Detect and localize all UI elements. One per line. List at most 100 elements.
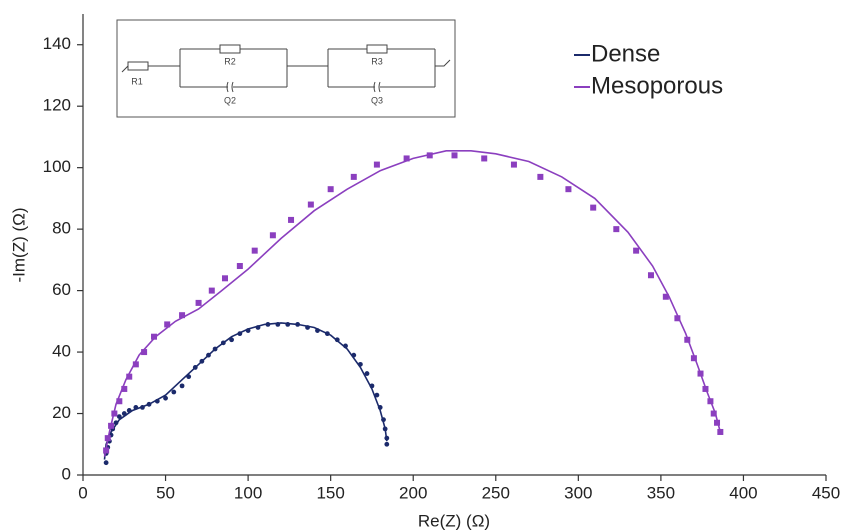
data-point	[186, 374, 192, 380]
data-point	[140, 404, 145, 410]
y-tick-label: 40	[52, 342, 71, 361]
data-point	[103, 460, 109, 466]
data-point	[707, 398, 714, 405]
inset-label: R2	[224, 56, 236, 66]
data-point	[697, 370, 704, 377]
data-point	[132, 361, 139, 368]
data-point	[684, 336, 691, 343]
data-point	[647, 272, 654, 279]
fit-line	[103, 150, 722, 457]
data-point	[451, 152, 458, 159]
inset-frame	[116, 19, 456, 118]
data-point	[221, 275, 228, 282]
cpe	[226, 81, 381, 93]
y-tick-label: 0	[62, 464, 71, 483]
data-point	[373, 161, 380, 168]
data-point	[206, 352, 211, 358]
data-point	[179, 312, 186, 319]
resistor	[127, 61, 149, 71]
data-point	[104, 435, 111, 442]
data-point	[126, 408, 132, 413]
data-point	[113, 420, 119, 426]
x-tick-label: 450	[812, 483, 840, 502]
data-point	[251, 247, 258, 254]
y-tick-label: 20	[52, 403, 71, 422]
x-tick-label: 100	[234, 483, 262, 502]
data-point	[126, 373, 133, 380]
x-tick-label: 400	[729, 483, 757, 502]
y-axis-label: -Im(Z) (Ω)	[9, 207, 28, 282]
data-point	[426, 152, 433, 159]
data-point	[590, 204, 597, 211]
data-point	[108, 422, 115, 429]
data-point	[364, 371, 370, 376]
data-point	[334, 337, 340, 343]
data-point	[133, 404, 139, 410]
data-point	[384, 441, 390, 447]
x-tick-label: 300	[564, 483, 592, 502]
x-tick-label: 150	[316, 483, 344, 502]
data-point	[285, 322, 291, 327]
inset-label: R1	[131, 76, 143, 86]
data-point	[220, 340, 226, 346]
y-tick-label: 100	[43, 157, 71, 176]
x-tick-label: 200	[399, 483, 427, 502]
data-point	[288, 216, 295, 223]
data-point	[510, 161, 517, 168]
data-point	[403, 155, 410, 162]
x-axis-label: Re(Z) (Ω)	[418, 511, 490, 530]
data-point	[116, 414, 122, 420]
circuit-wire	[121, 48, 451, 88]
data-point	[146, 401, 152, 407]
data-point	[710, 410, 717, 417]
data-point	[103, 447, 110, 454]
data-point	[369, 383, 375, 389]
data-point	[357, 361, 363, 367]
data-point	[208, 287, 215, 294]
data-point	[717, 428, 724, 435]
data-point	[141, 349, 148, 356]
legend-label: Mesoporous	[591, 72, 723, 99]
data-point	[237, 331, 243, 337]
data-point	[350, 173, 357, 180]
inset-label: R3	[371, 56, 383, 66]
data-point	[662, 293, 669, 300]
data-point	[343, 343, 348, 349]
y-tick-label: 120	[43, 96, 71, 115]
data-point	[382, 426, 388, 432]
data-point	[179, 383, 185, 389]
x-tick-label: 250	[482, 483, 510, 502]
data-point	[150, 333, 157, 340]
y-tick-label: 140	[43, 34, 71, 53]
fit-line	[103, 322, 388, 460]
data-point	[327, 186, 334, 193]
data-point	[324, 331, 330, 337]
data-point	[381, 417, 386, 423]
x-tick-label: 0	[78, 483, 87, 502]
legend-label: Dense	[591, 40, 660, 67]
data-point	[121, 385, 128, 392]
data-point	[171, 389, 177, 395]
data-point	[154, 398, 160, 404]
data-point	[199, 358, 205, 364]
data-point	[229, 337, 235, 343]
inset-label: Q3	[371, 95, 383, 105]
data-point	[192, 365, 198, 370]
data-point	[714, 419, 721, 426]
data-point	[674, 315, 681, 322]
data-point	[164, 321, 171, 328]
data-point	[275, 322, 281, 327]
data-point	[537, 173, 544, 180]
y-tick-label: 60	[52, 280, 71, 299]
data-point	[377, 404, 383, 410]
data-point	[163, 395, 168, 401]
data-point	[245, 328, 251, 333]
data-point	[613, 226, 620, 233]
data-point	[295, 322, 301, 327]
data-point	[690, 355, 697, 362]
circuit-inset: R1 R2 Q2 R3 Q3	[116, 19, 456, 118]
data-point	[481, 155, 488, 162]
x-tick-label: 50	[156, 483, 175, 502]
data-point	[255, 325, 261, 330]
